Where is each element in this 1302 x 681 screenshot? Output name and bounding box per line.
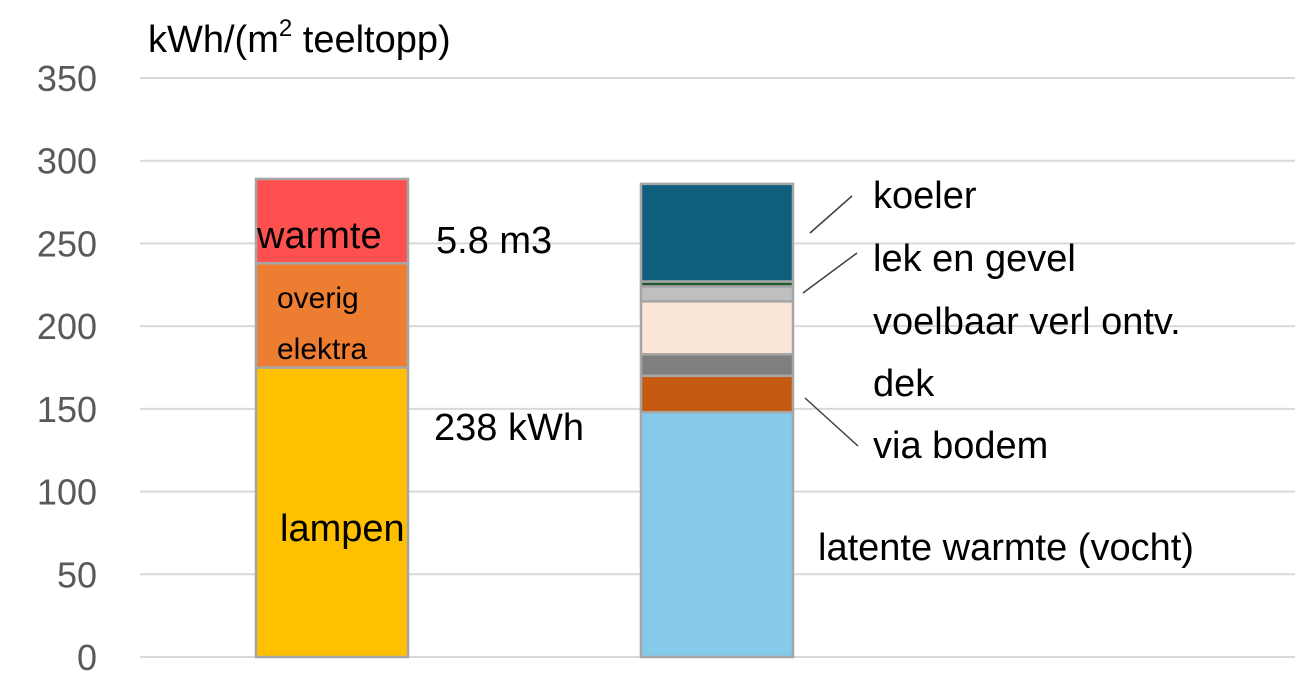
bar-2-segment-via-bodem	[639, 374, 795, 414]
y-axis-label-suffix: teeltopp)	[292, 19, 450, 61]
label-via-bodem: via bodem	[873, 425, 1048, 467]
annotation-m3: 5.8 m3	[436, 220, 552, 262]
y-tick-label-50: 50	[57, 554, 97, 595]
bar-2-segment-voelbaar-verl-ontv-	[639, 300, 795, 356]
bar-2-segment-koeler	[639, 182, 795, 283]
y-axis-label: kWh/(m2 teeltopp)	[148, 15, 451, 61]
leader-koeler	[809, 195, 853, 234]
bar-1-segment-warmte	[254, 177, 410, 265]
label-voelbaar: voelbaar verl ontv.	[873, 301, 1181, 343]
label-overig: overig	[277, 282, 359, 315]
label-elektra: elektra	[277, 333, 367, 366]
annotation-kwh: 238 kWh	[434, 407, 584, 449]
label-lek-en-gevel: lek en gevel	[873, 238, 1076, 280]
bar-2-segment-lek-en-gevel	[639, 285, 795, 303]
y-axis-label-superscript: 2	[279, 15, 292, 42]
bar-2-segment-latente-warmte-vocht-	[639, 410, 795, 659]
y-tick-label-350: 350	[37, 58, 97, 99]
y-axis-ticks: 0 50 100 150 200 250 300 350	[37, 58, 97, 678]
label-latente: latente warmte (vocht)	[818, 527, 1194, 569]
y-tick-label-200: 200	[37, 306, 97, 347]
y-tick-label-250: 250	[37, 223, 97, 264]
y-tick-label-0: 0	[77, 637, 97, 678]
leader-via-bodem	[804, 397, 859, 447]
bar-1-segment-lampen	[254, 366, 410, 659]
y-tick-label-150: 150	[37, 389, 97, 430]
label-warmte: warmte	[256, 215, 382, 257]
label-koeler: koeler	[873, 175, 977, 217]
y-tick-label-300: 300	[37, 141, 97, 182]
label-lampen: lampen	[280, 508, 405, 550]
bar-1-segment-overig-elektra	[254, 262, 410, 369]
leader-lek-en-gevel	[802, 252, 858, 294]
y-tick-label-100: 100	[37, 472, 97, 513]
label-dek: dek	[873, 363, 935, 405]
bars	[254, 177, 795, 659]
bar-2-segment-dek	[639, 353, 795, 378]
